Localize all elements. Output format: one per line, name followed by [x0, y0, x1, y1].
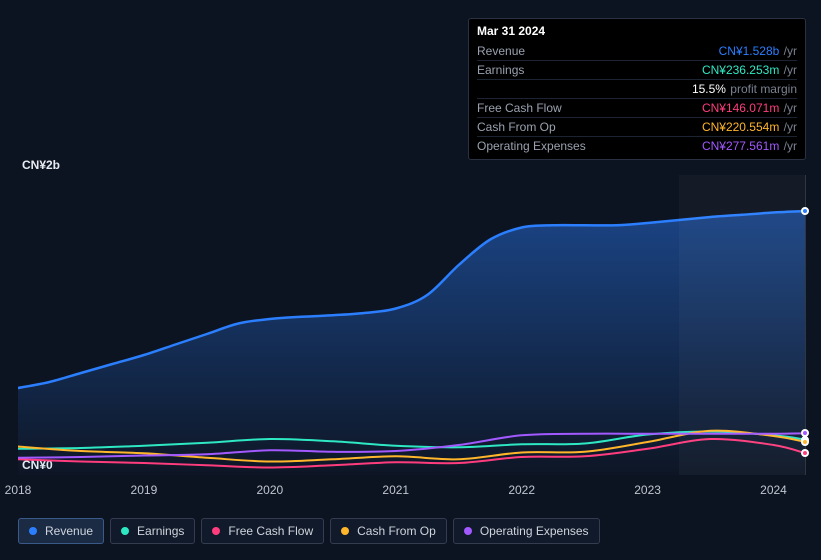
x-tick: 2018 [5, 483, 32, 497]
x-tick: 2023 [634, 483, 661, 497]
cursor-dot-revenue [801, 207, 809, 215]
legend-swatch [464, 527, 472, 535]
legend-label: Operating Expenses [480, 524, 589, 538]
legend-label: Cash From Op [357, 524, 436, 538]
tooltip-value: CN¥146.071m /yr [702, 101, 797, 115]
tooltip-label: Earnings [477, 63, 524, 77]
tooltip-row: Operating Expenses CN¥277.561m /yr [477, 136, 797, 155]
tooltip-row: Free Cash Flow CN¥146.071m /yr [477, 98, 797, 117]
tooltip-label: Operating Expenses [477, 139, 586, 153]
legend-swatch [121, 527, 129, 535]
tooltip-row: Cash From Op CN¥220.554m /yr [477, 117, 797, 136]
x-tick: 2019 [131, 483, 158, 497]
legend-swatch [341, 527, 349, 535]
legend-item-cfo[interactable]: Cash From Op [330, 518, 447, 544]
cursor-dot-opex [801, 429, 809, 437]
tooltip-row: Earnings CN¥236.253m /yr [477, 60, 797, 79]
y-tick-top: CN¥2b [22, 158, 60, 172]
x-tick: 2022 [508, 483, 535, 497]
chart-tooltip: Mar 31 2024 Revenue CN¥1.528b /yr Earnings… [468, 18, 806, 160]
x-tick: 2024 [760, 483, 787, 497]
tooltip-row: 15.5% profit margin [477, 79, 797, 98]
legend-label: Earnings [137, 524, 184, 538]
x-axis: 2018201920202021202220232024 [18, 483, 805, 501]
legend-item-earnings[interactable]: Earnings [110, 518, 195, 544]
tooltip-label: Revenue [477, 44, 525, 58]
tooltip-date: Mar 31 2024 [477, 24, 797, 38]
legend-label: Revenue [45, 524, 93, 538]
legend-swatch [212, 527, 220, 535]
tooltip-value: 15.5% profit margin [692, 82, 797, 96]
tooltip-label: Free Cash Flow [477, 101, 562, 115]
legend-swatch [29, 527, 37, 535]
cursor-dot-cfo [801, 438, 809, 446]
legend-item-fcf[interactable]: Free Cash Flow [201, 518, 324, 544]
tooltip-value: CN¥1.528b /yr [719, 44, 797, 58]
legend-label: Free Cash Flow [228, 524, 313, 538]
cursor-dot-fcf [801, 449, 809, 457]
legend: Revenue Earnings Free Cash Flow Cash From O… [18, 518, 600, 544]
highlight-band [679, 175, 805, 475]
legend-item-opex[interactable]: Operating Expenses [453, 518, 600, 544]
tooltip-value: CN¥277.561m /yr [702, 139, 797, 153]
tooltip-value: CN¥236.253m /yr [702, 63, 797, 77]
x-tick: 2021 [382, 483, 409, 497]
x-tick: 2020 [256, 483, 283, 497]
tooltip-value: CN¥220.554m /yr [702, 120, 797, 134]
tooltip-label: Cash From Op [477, 120, 556, 134]
tooltip-row: Revenue CN¥1.528b /yr [477, 42, 797, 60]
legend-item-revenue[interactable]: Revenue [18, 518, 104, 544]
